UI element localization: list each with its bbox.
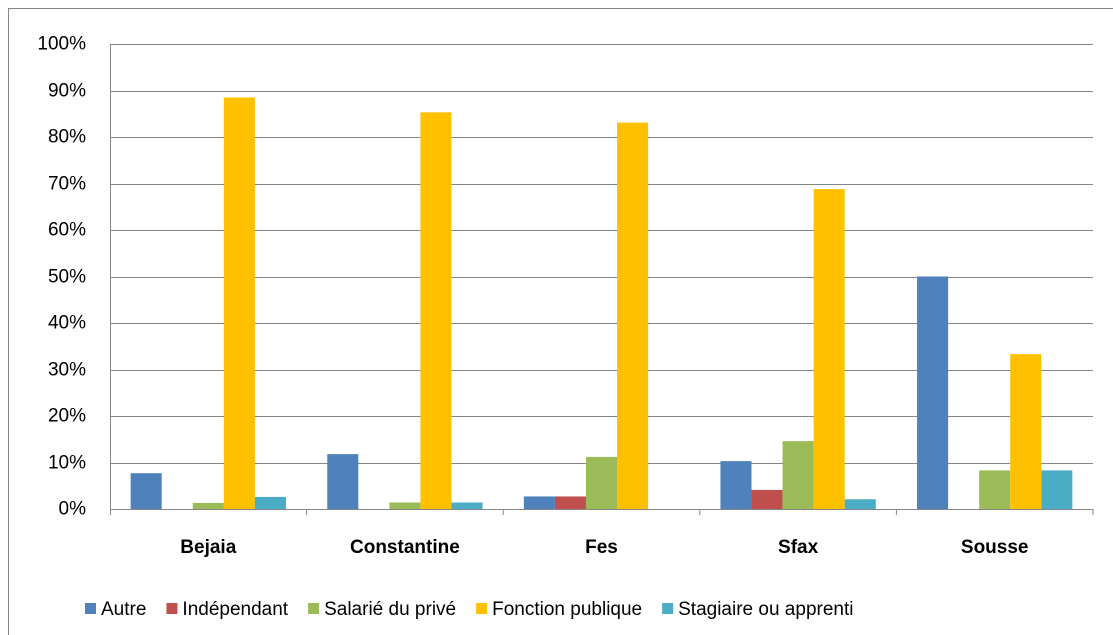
y-tick-label: 0% <box>59 499 87 520</box>
legend-label: Stagiaire ou apprenti <box>678 599 853 620</box>
y-tick-label: 30% <box>48 360 86 381</box>
bar <box>420 112 452 509</box>
bar <box>585 456 618 509</box>
bar <box>389 502 421 509</box>
y-tick-label: 100% <box>37 34 86 55</box>
bar <box>327 454 359 509</box>
bar <box>1041 470 1073 509</box>
bar <box>979 470 1011 509</box>
legend-swatch <box>476 603 488 614</box>
bar <box>254 496 286 509</box>
bar <box>782 441 814 509</box>
x-tick-label: Sousse <box>961 537 1029 558</box>
x-tick-label: Sfax <box>778 537 819 558</box>
bar <box>223 97 255 509</box>
legend-label: Autre <box>101 599 146 620</box>
y-tick-label: 60% <box>48 220 86 241</box>
bar <box>1010 354 1042 509</box>
bar <box>130 473 162 509</box>
bar <box>917 276 949 509</box>
legend-swatch <box>662 603 674 614</box>
bar <box>751 489 783 509</box>
bar <box>451 502 483 509</box>
legend-swatch <box>308 603 320 614</box>
y-tick-label: 40% <box>48 313 86 334</box>
y-tick-label: 80% <box>48 127 86 148</box>
y-tick-label: 50% <box>48 267 86 288</box>
bar <box>617 122 649 510</box>
x-tick-label: Fes <box>585 537 618 558</box>
legend-swatch <box>166 603 178 614</box>
chart-frame <box>8 8 1113 635</box>
bar <box>554 496 586 509</box>
x-tick-label: Bejaia <box>180 537 236 558</box>
bar <box>844 499 876 509</box>
y-tick-label: 90% <box>48 81 86 102</box>
legend-label: Salarié du privé <box>324 599 456 620</box>
legend-label: Indépendant <box>182 599 288 620</box>
bar <box>523 496 555 509</box>
y-tick-label: 20% <box>48 406 86 427</box>
y-tick-label: 10% <box>48 453 86 474</box>
legend-label: Fonction publique <box>492 599 642 620</box>
bar <box>720 461 752 509</box>
legend-swatch <box>85 603 96 614</box>
bar <box>192 502 224 509</box>
x-tick-label: Constantine <box>350 537 460 558</box>
bar <box>813 189 845 509</box>
y-tick-label: 70% <box>48 174 86 195</box>
